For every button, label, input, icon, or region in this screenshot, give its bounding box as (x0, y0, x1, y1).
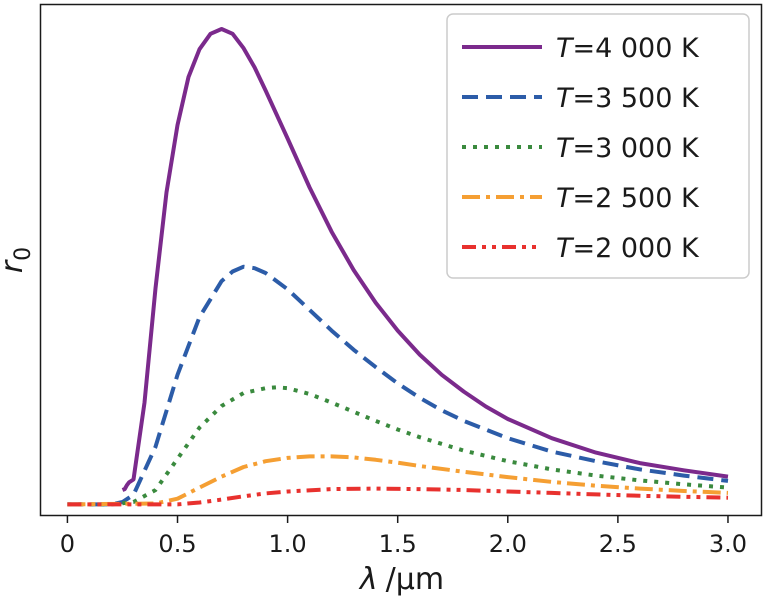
series-line-5 (67, 486, 729, 507)
legend-value: =3 000 K (573, 133, 701, 164)
x-tick-label: 1.0 (269, 530, 307, 558)
legend-T: T (556, 33, 575, 64)
x-tick-label: 0.5 (158, 530, 196, 558)
legend-label-2: T=3 500 K (556, 83, 700, 114)
legend-label-5: T=2 000 K (556, 233, 700, 264)
series-line-3 (67, 385, 729, 507)
x-axis-ticks: 0 0.5 1.0 1.5 2.0 2.5 3.0 (60, 515, 747, 558)
legend-label-3: T=3 000 K (556, 133, 700, 164)
x-axis-symbol: λ (358, 562, 378, 597)
series-line-2 (67, 264, 729, 507)
series-line-1 (121, 27, 729, 492)
legend-T: T (556, 233, 575, 264)
y-axis-symbol: r (0, 259, 30, 273)
legend-T: T (556, 83, 575, 114)
y-axis-subscript: 0 (11, 247, 36, 261)
x-tick-label: 1.5 (379, 530, 417, 558)
legend-value: =4 000 K (573, 33, 701, 64)
x-axis-slash: / (386, 562, 397, 597)
legend-T: T (556, 133, 575, 164)
x-tick-label: 3.0 (709, 530, 747, 558)
y-axis-label: r0 (0, 247, 36, 273)
legend-value: =2 000 K (573, 233, 701, 264)
legend-value: =3 500 K (573, 83, 701, 114)
plot-frame (39, 3, 763, 517)
legend-value: =2 500 K (573, 183, 701, 214)
legend-T: T (556, 183, 575, 214)
legend-label-1: T=4 000 K (556, 33, 700, 64)
x-tick-label: 2.5 (599, 530, 637, 558)
x-tick-label: 2.0 (489, 530, 527, 558)
legend-frame (446, 13, 750, 279)
x-axis-label: λ/μm (358, 562, 444, 597)
legend-label-4: T=2 500 K (556, 183, 700, 214)
x-tick-label: 0 (60, 530, 75, 558)
x-axis-unit: μm (396, 562, 444, 597)
legend: T=4 000 KT=3 500 KT=3 000 KT=2 500 KT=2 … (446, 13, 750, 279)
series-line-4 (67, 454, 729, 507)
series-lines (67, 27, 729, 507)
